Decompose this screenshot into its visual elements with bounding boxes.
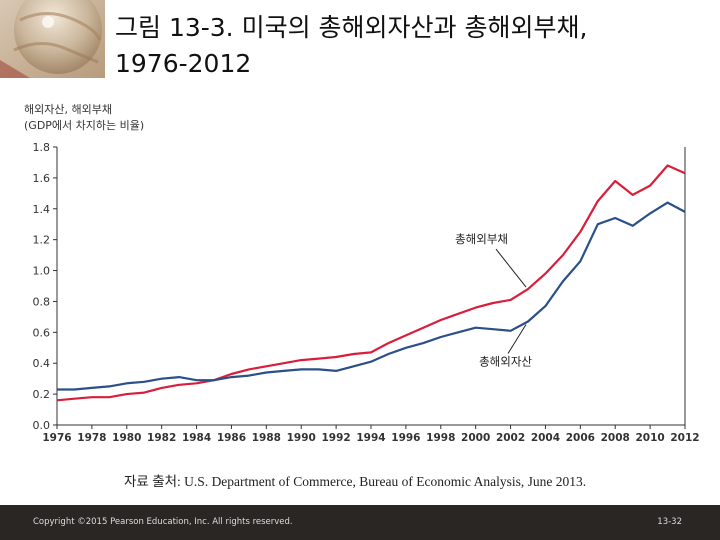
annotation-leader-liabilities: [495, 248, 527, 288]
x-tick-label-2012: 2012: [670, 432, 699, 444]
globe-corner-image: [0, 0, 105, 78]
x-tick-label-2002: 2002: [496, 432, 525, 444]
y-tick-label-0.0: 0.0: [33, 419, 51, 432]
y-tick-label-0.4: 0.4: [33, 357, 51, 370]
y-tick-label-1.4: 1.4: [33, 203, 51, 216]
y-axis-title-line-2: (GDP에서 차지하는 비율): [24, 119, 145, 132]
x-tick-label-1978: 1978: [77, 432, 106, 444]
annotation-label-assets: 총해외자산: [479, 355, 532, 369]
x-tick-label-1998: 1998: [426, 432, 455, 444]
x-tick-label-1982: 1982: [147, 432, 176, 444]
y-tick-label-1.0: 1.0: [33, 265, 51, 278]
x-tick-label-1986: 1986: [217, 432, 246, 444]
y-tick-label-0.2: 0.2: [33, 388, 51, 401]
x-tick-label-2008: 2008: [601, 432, 630, 444]
x-tick-label-2000: 2000: [461, 432, 490, 444]
page-number: 13-32: [657, 517, 682, 527]
x-tick-label-2010: 2010: [635, 432, 664, 444]
series-line-liabilities: [56, 164, 686, 402]
y-axis-title: 해외자산, 해외부채 (GDP에서 차지하는 비율): [24, 102, 144, 134]
x-tick-label-1990: 1990: [287, 432, 316, 444]
footer-bar: Copyright ©2015 Pearson Education, Inc. …: [0, 505, 720, 540]
annotation-label-liabilities: 총해외부채: [455, 232, 508, 246]
y-tick-label-0.8: 0.8: [33, 295, 51, 308]
x-tick-label-1994: 1994: [356, 432, 385, 444]
y-axis-title-line-1: 해외자산, 해외부채: [24, 103, 112, 116]
title-line-2: 1976-2012: [115, 49, 252, 78]
line-chart: 0.0 0.2 0.4 0.6 0.8 1.0 1.2 1.4 1.6 1.8 1976 1978 19…: [33, 141, 700, 444]
slide-title: 그림 13-3. 미국의 총해외자산과 총해외부채, 1976-2012: [115, 10, 715, 82]
y-tick-label-1.2: 1.2: [33, 234, 51, 247]
series-line-assets: [57, 201, 686, 391]
x-tick-label-1992: 1992: [321, 432, 350, 444]
title-line-1: 그림 13-3. 미국의 총해외자산과 총해외부채,: [115, 13, 588, 42]
annotation-leader-assets: [507, 324, 527, 354]
x-tick-label-1988: 1988: [252, 432, 281, 444]
y-tick-label-0.6: 0.6: [33, 326, 51, 339]
x-tick-label-1980: 1980: [112, 432, 141, 444]
x-tick-label-1976: 1976: [42, 432, 71, 444]
y-tick-label-1.8: 1.8: [33, 141, 51, 154]
source-note: 자료 출처: U.S. Department of Commerce, Bure…: [124, 474, 587, 489]
x-tick-label-1996: 1996: [391, 432, 420, 444]
x-tick-label-2004: 2004: [531, 432, 560, 444]
copyright-text: Copyright ©2015 Pearson Education, Inc. …: [33, 517, 293, 527]
x-tick-label-1984: 1984: [182, 432, 211, 444]
y-tick-label-1.6: 1.6: [33, 172, 51, 185]
x-tick-label-2006: 2006: [566, 432, 595, 444]
